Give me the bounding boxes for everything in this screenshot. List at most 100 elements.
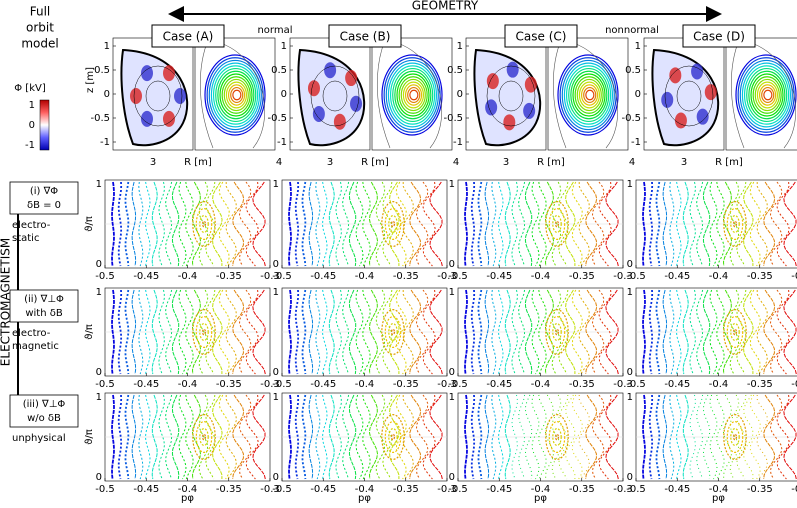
potential-blob [163,110,175,127]
orbit [504,181,511,267]
orbit [531,181,540,267]
island [388,428,398,447]
orbit [368,181,379,267]
orbit [585,289,598,375]
y-tick-label: 0 [449,367,455,378]
orbit [722,289,733,375]
contour [381,54,443,136]
x-tick-label: -0.4 [178,484,198,495]
orbit [342,394,350,480]
potential-blob [661,91,674,108]
z-tick-label: 1 [635,41,641,52]
x-tick-label: -0.3 [437,379,457,390]
orbit [605,181,619,267]
orbit [783,181,797,267]
island [723,414,747,461]
x-tick-label: -0.45 [310,271,336,282]
contour [576,78,602,112]
plasma-boundary [473,48,542,147]
orbit [429,394,443,480]
orbit [165,394,173,480]
orbit [598,394,612,480]
orbit [729,181,740,267]
orbit [362,181,371,267]
x-tick-label: -0.4 [178,271,198,282]
orbit [158,394,165,480]
orbit [558,289,569,375]
orbit [409,394,422,480]
contour [404,84,423,106]
orbit [598,289,612,375]
contour [750,73,784,117]
z-tick-label: -0.5 [267,113,287,124]
x-tick-label: -0.5 [448,379,468,390]
y-tick-label: 1 [449,392,455,403]
row-note: unphysical [12,433,66,444]
poincare-panel: 0 1 -0.5 -0.45 -0.4 -0.35 -0.3 [272,179,457,282]
island [381,309,405,356]
potential-blob [130,88,142,104]
r-axis-label: R [m] [537,157,565,168]
y-tick-label: 0 [273,472,279,483]
island [730,323,740,342]
orbit [335,181,342,267]
z-tick-label: 0 [635,89,641,100]
island [199,215,209,234]
island [192,414,216,461]
orbit [131,181,137,267]
orbit [185,289,194,375]
orbit [484,181,490,267]
orbit [689,289,696,375]
flux-surface [676,80,702,112]
orbit [642,289,646,375]
orbit [511,394,518,480]
poincare-panel: 0 1 -0.5 -0.45 -0.4 -0.35 -0.3 [272,287,457,390]
orbit [328,394,335,480]
contour [227,84,246,106]
contour [748,70,786,120]
orbit [743,289,754,374]
orbit [185,181,194,267]
orbit [348,394,357,480]
orbit [662,181,668,267]
x-tick-label: -0.45 [486,271,512,282]
orbit [538,394,547,480]
y-tick-label: 0 [96,367,102,378]
contour [398,76,428,114]
potential-blob [333,113,346,130]
contour [561,59,615,131]
orbit [355,181,364,267]
z-tick-label: 0 [457,89,463,100]
orbit [682,289,689,375]
island [732,433,737,441]
orbit [662,394,668,480]
orbit [729,289,740,375]
y-tick-label: 1 [96,287,102,298]
island [391,433,396,441]
x-tick-label: -0.5 [95,271,115,282]
orbit [245,289,259,375]
z-tick-label: -1 [631,137,641,148]
island [384,421,402,454]
model-label: orbit [26,21,54,35]
row-label-box [9,181,79,215]
island [388,323,398,342]
orbit [544,289,555,375]
contour [578,81,601,109]
orbit [415,289,429,375]
x-tick-label: -0.4 [355,271,375,282]
potential-blob [141,65,153,82]
x-tick-label: -0.35 [747,484,773,495]
r-tick-label: 4 [453,157,459,168]
contour [402,81,425,109]
potential-blob [174,88,186,104]
orbit [716,394,725,480]
x-tick-label: -0.3 [613,379,633,390]
orbit [198,289,209,375]
orbit [171,181,180,267]
orbit [205,394,216,480]
x-tick-label: -0.4 [355,484,375,495]
island [548,421,566,454]
flux-surface [664,65,714,127]
